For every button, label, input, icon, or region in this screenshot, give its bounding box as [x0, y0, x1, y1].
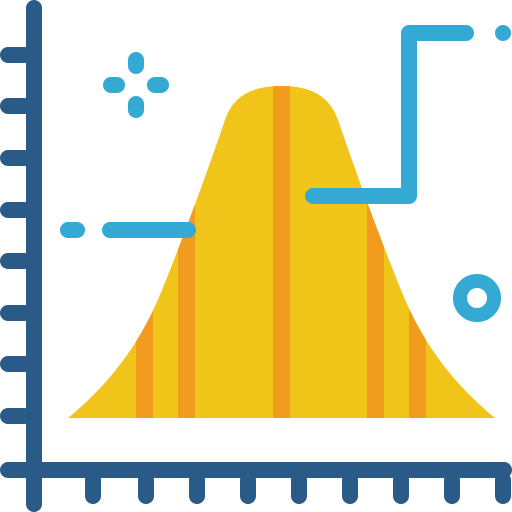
curve-stripe	[273, 86, 290, 418]
curve-stripes	[136, 86, 426, 418]
ring-icon	[453, 274, 501, 322]
step-line	[305, 25, 511, 204]
step-line-path	[305, 25, 474, 204]
x-axis-ticks	[85, 472, 511, 504]
curve-stripe	[367, 86, 384, 418]
sparkle-icon	[103, 52, 169, 118]
step-line-dot	[495, 25, 511, 41]
y-axis-ticks	[0, 47, 32, 424]
curve-stripe	[178, 86, 195, 418]
